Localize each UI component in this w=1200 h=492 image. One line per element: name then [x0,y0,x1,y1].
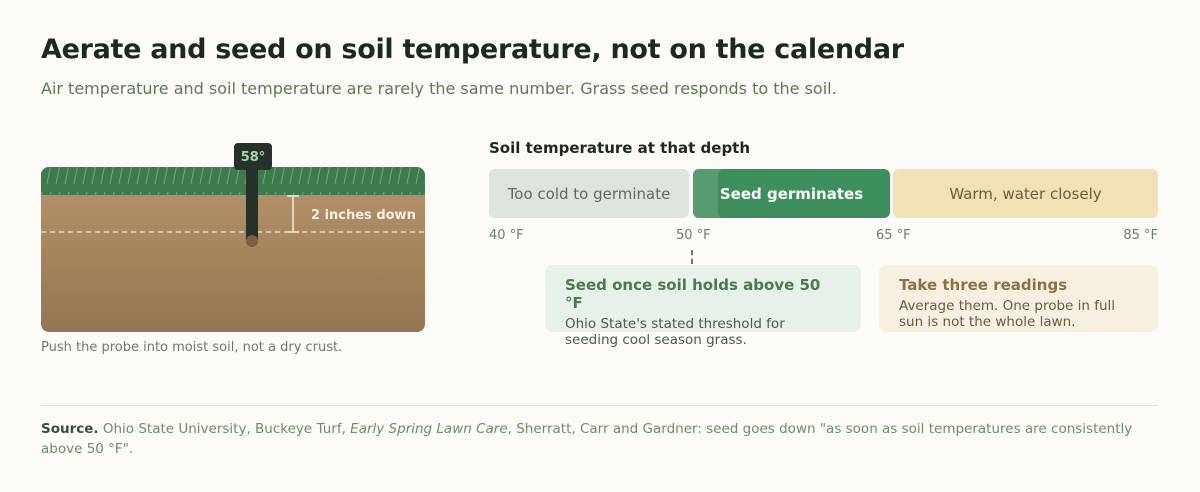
probe-reading: 58° [241,150,266,165]
depth-label: 2 inches down [311,208,416,223]
callout: Seed once soil holds above 50 °F Ohio St… [545,265,861,348]
callout-title: Take three readings [899,276,1068,294]
source-label: Source. [41,421,99,437]
probe [246,168,258,242]
divider [41,405,1158,406]
callout-body: Average them. One probe in full sun is n… [899,298,1116,330]
threshold-marker [691,250,693,264]
tick-label: 50 °F [676,228,711,243]
source-text: Ohio State University, Buckeye Turf, [102,421,351,437]
probe-display [234,143,272,170]
subtitle: Air temperature and soil temperature are… [41,79,837,98]
band-germinate: Seed germinates [693,169,890,218]
band-cold: Too cold to germinate [489,169,689,218]
source-work: Early Spring Lawn Care [350,421,508,437]
callout: Take three readings Average them. One pr… [879,265,1158,332]
title: Aerate and seed on soil temperature, not… [41,34,904,65]
caption: Push the probe into moist soil, not a dr… [41,340,343,355]
tick-label: 40 °F [489,228,524,243]
callout-title: Seed once soil holds above 50 °F [565,276,821,312]
soil-illustration: 58° 2 inches down [41,143,425,332]
tick-label: 65 °F [876,228,911,243]
band-warm: Warm, water closely [893,169,1158,218]
source-text: , Sherratt, Carr and Gardner: seed goes … [41,421,1133,457]
tick-label: 85 °F [1123,228,1158,243]
source: Source. Ohio State University, Buckeye T… [41,419,1156,459]
scale-title: Soil temperature at that depth [489,139,751,157]
callout-body: Ohio State's stated threshold for seedin… [565,316,785,348]
